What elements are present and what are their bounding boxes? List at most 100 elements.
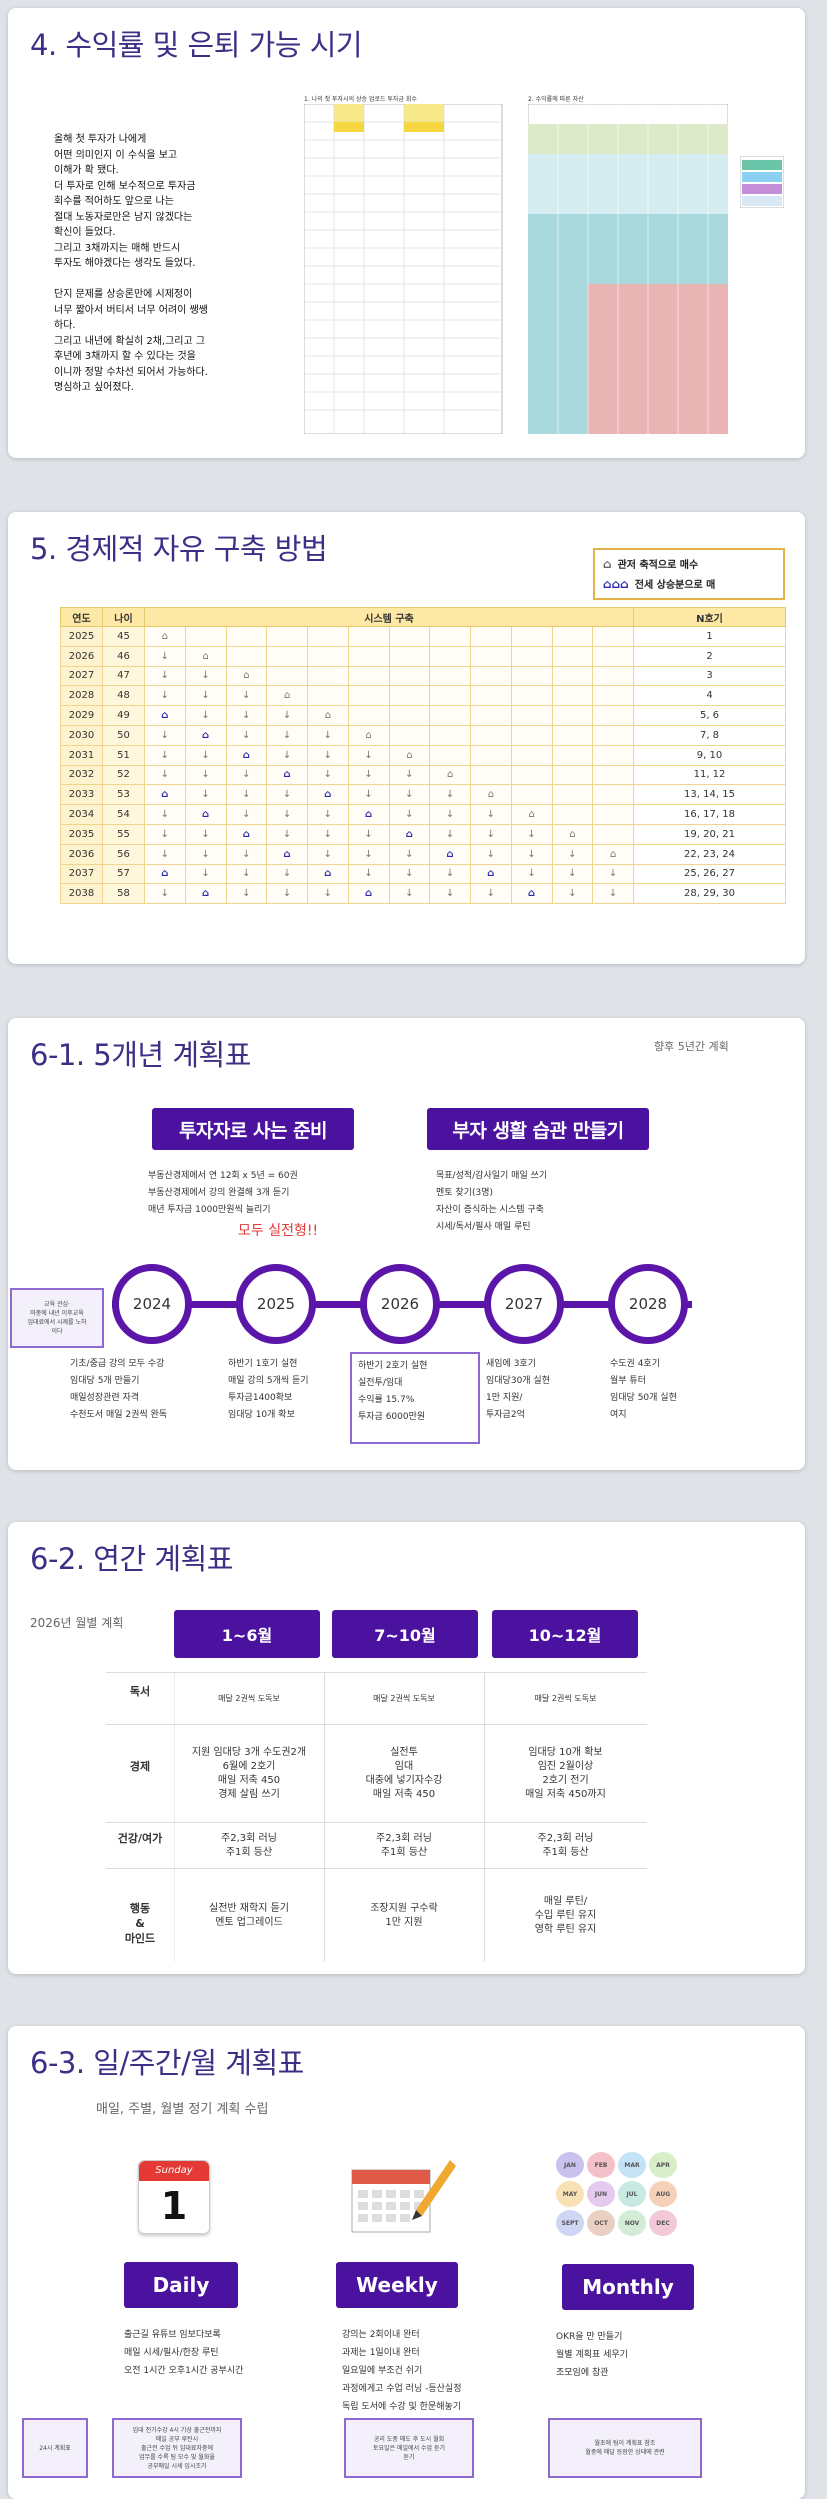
system-cell [470, 764, 512, 786]
arrow-down-icon: ↓ [445, 809, 455, 821]
note-monthly: 월초에 팀이 계획표 참조 월중에 매달 등장한 상태에 관련 [548, 2418, 702, 2478]
house-outline-icon: ⌂ [446, 769, 454, 781]
row-n: 1 [633, 626, 786, 647]
system-cell: ⌂ [347, 883, 390, 905]
system-cell [388, 685, 431, 707]
arrow-down-icon: ↓ [486, 848, 496, 860]
monthly-details: OKR을 만 만들기 월별 계획표 세우기 조모임에 참관 [556, 2332, 628, 2378]
row-year: 2027 [60, 665, 103, 687]
system-cell [551, 804, 594, 825]
system-cell: ⌂ [144, 863, 186, 885]
row-year: 2033 [60, 784, 103, 806]
system-cell [510, 764, 553, 786]
arrow-down-icon: ↓ [242, 690, 251, 702]
system-cell [551, 705, 594, 726]
col-age: 나이 [102, 607, 145, 627]
system-cell: ↓ [184, 784, 227, 806]
system-cell: ↓ [388, 843, 431, 865]
system-row: 2032 52 ↓ ↓ ↓ ⌂ ↓ ↓ ↓ ⌂ 11, 12 [60, 764, 786, 786]
system-cell [388, 626, 431, 647]
system-cell [429, 724, 471, 746]
system-row: 2036 56 ↓ ↓ ↓ ⌂ ↓ ↓ ↓ ⌂ ↓ ↓ ↓ ⌂ 22, 23, 24 [60, 843, 786, 865]
system-cell [592, 764, 634, 786]
arrow-down-icon: ↓ [364, 828, 373, 840]
system-cell: ⌂ [144, 705, 186, 726]
house-outline-icon: ⌂ [406, 749, 413, 761]
system-cell: ⌂ [184, 804, 227, 825]
house-filled-icon: ⌂ [405, 828, 413, 840]
arrow-down-icon: ↓ [568, 848, 577, 860]
house-filled-icon: ⌂ [161, 868, 169, 880]
system-cell [225, 645, 268, 667]
section-title: 6-1. 5개년 계획표 [30, 1038, 251, 1072]
system-cell [347, 665, 390, 687]
arrow-down-icon: ↓ [527, 868, 536, 880]
system-cell [551, 645, 594, 667]
arrow-down-icon: ↓ [364, 769, 373, 781]
row-n: 2 [633, 645, 786, 667]
house-outline-icon: ⌂ [324, 710, 332, 722]
row-label: 행동 & 마인드 [124, 1902, 156, 1945]
system-cell [551, 665, 594, 687]
system-cell [429, 626, 471, 647]
section-title: 5. 경제적 자유 구축 방법 [30, 532, 328, 566]
arrow-down-icon: ↓ [323, 828, 333, 840]
row-n: 4 [633, 685, 786, 707]
col-year: 연도 [60, 607, 103, 627]
system-cell [470, 626, 512, 647]
system-row: 2037 57 ⌂ ↓ ↓ ↓ ⌂ ↓ ↓ ↓ ⌂ ↓ ↓ ↓ 25, 26, 27 [60, 863, 786, 885]
arrow-down-icon: ↓ [486, 828, 496, 840]
month-chip: MAR [618, 2152, 646, 2178]
system-cell: ↓ [307, 883, 349, 905]
row-year: 2025 [60, 626, 103, 647]
system-cell [592, 724, 634, 746]
row-n: 22, 23, 24 [633, 843, 786, 865]
month-chip: MAY [556, 2181, 584, 2207]
system-cell: ↓ [144, 744, 186, 766]
arrow-down-icon: ↓ [405, 789, 414, 801]
system-cell [429, 665, 471, 687]
arrow-down-icon: ↓ [282, 710, 292, 722]
row-cell: 매달 2권씩 도독보 [218, 1694, 280, 1703]
reflection-text: 올해 첫 투자가 나에게 어떤 의미인지 이 수식을 보고 이해가 확 됐다. … [54, 134, 208, 393]
legend-item-1: 관저 축적으로 매수 [617, 560, 699, 571]
system-cell [592, 626, 634, 647]
year-2028: 2028 [608, 1264, 688, 1344]
annual-row: 행동 & 마인드 실전반 재학지 듣기 멘토 업그레이드 조장지원 구수락 1만 지… [106, 1868, 647, 1962]
row-age: 51 [102, 744, 145, 766]
system-cell: ↓ [184, 823, 227, 845]
system-cell [592, 645, 634, 667]
system-cell [551, 724, 594, 746]
spreadsheet-1 [304, 104, 504, 434]
arrow-down-icon: ↓ [323, 888, 333, 900]
system-cell: ⌂ [429, 843, 471, 865]
house-outline-icon: ⌂ [243, 670, 250, 682]
row-year: 2028 [60, 685, 103, 707]
system-cell [307, 626, 349, 647]
system-cell: ↓ [225, 804, 268, 825]
arrow-down-icon: ↓ [405, 888, 414, 900]
system-cell: ↓ [510, 843, 553, 865]
system-cell: ⌂ [266, 843, 308, 865]
system-cell: ↓ [225, 705, 268, 726]
row-age: 50 [102, 724, 145, 746]
arrow-down-icon: ↓ [242, 729, 251, 741]
calendar-day-label: Sunday [139, 2161, 209, 2181]
row-n: 13, 14, 15 [633, 784, 786, 806]
arrow-down-icon: ↓ [282, 809, 292, 821]
monthly-button: Monthly [562, 2264, 694, 2310]
system-cell: ↓ [510, 823, 553, 845]
row-cell: 매일 루틴/ 수입 루틴 유지 영학 루틴 유지 [534, 1896, 597, 1935]
daily-button: Daily [124, 2262, 238, 2308]
system-cell [510, 685, 553, 707]
arrow-down-icon: ↓ [160, 690, 170, 702]
arrow-down-icon: ↓ [568, 868, 577, 880]
house-filled-icon: ⌂ [528, 888, 536, 900]
arrow-down-icon: ↓ [323, 749, 333, 761]
plan-2025: 하반기 1호기 실현 매일 강의 5개씩 듣기 투자금1400확보 임대당 10… [228, 1359, 309, 1420]
arrow-down-icon: ↓ [364, 848, 373, 860]
system-cell: ↓ [470, 804, 512, 825]
system-cell [510, 705, 553, 726]
section-subtitle: 2026년 월별 계획 [30, 1616, 124, 1630]
system-cell [429, 744, 471, 766]
